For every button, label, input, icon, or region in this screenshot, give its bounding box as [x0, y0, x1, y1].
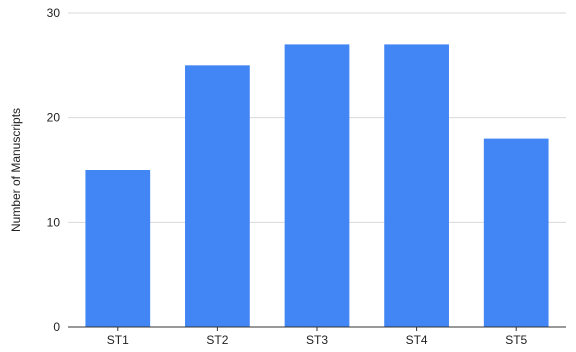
x-tick-label: ST3 [306, 333, 328, 347]
x-tick-label: ST2 [206, 333, 228, 347]
x-tick-label: ST4 [406, 333, 428, 347]
y-axis-label: Number of Manuscripts [9, 108, 23, 232]
labels: Number of Manuscripts 0 10 20 30 ST1 ST2 ST3 ST… [9, 6, 528, 347]
y-tick-label: 30 [47, 6, 61, 20]
x-tick-label: ST1 [107, 333, 129, 347]
bar-st3 [284, 44, 350, 328]
y-tick-label: 0 [53, 320, 60, 334]
bar-st2 [185, 65, 250, 327]
bar-st4 [384, 44, 449, 328]
bar-st1 [85, 170, 151, 327]
bars [85, 44, 549, 328]
axes [68, 326, 566, 331]
y-tick-label: 20 [47, 111, 61, 125]
y-tick-label: 10 [47, 215, 61, 229]
x-tick-label: ST5 [505, 333, 527, 347]
bar-st5 [483, 138, 549, 327]
